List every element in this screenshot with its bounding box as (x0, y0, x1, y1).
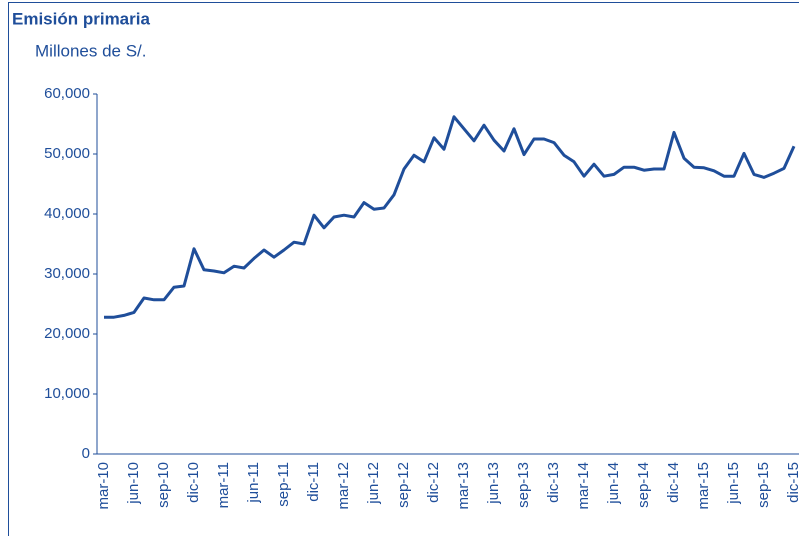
x-tick-label: jun-12 (365, 462, 382, 505)
y-tick-label: 30,000 (44, 265, 90, 282)
x-tick-label: sep-14 (635, 462, 652, 508)
x-tick-label: sep-15 (755, 462, 772, 508)
chart-title: Emisión primaria (12, 9, 150, 28)
x-tick-label: sep-13 (515, 462, 532, 508)
y-tick-label: 0 (82, 445, 90, 462)
x-tick-label: dic-13 (545, 462, 562, 503)
x-tick-label: mar-11 (215, 462, 232, 508)
y-tick-label: 40,000 (44, 205, 90, 222)
x-tick-label: sep-12 (395, 462, 412, 508)
x-tick-label: sep-10 (155, 462, 172, 508)
y-tick-label: 20,000 (44, 325, 90, 342)
x-tick-label: jun-15 (725, 462, 742, 505)
y-tick-label: 10,000 (44, 385, 90, 402)
x-tick-label: jun-13 (485, 462, 502, 505)
x-tick-label: mar-15 (695, 462, 712, 510)
frame (8, 2, 799, 536)
x-tick-label: mar-12 (335, 462, 352, 510)
x-tick-label: mar-14 (575, 462, 592, 510)
x-tick-label: dic-10 (185, 462, 202, 503)
x-tick-label: jun-14 (605, 462, 622, 505)
x-tick-label: dic-15 (785, 462, 799, 503)
x-tick-label: dic-11 (305, 462, 322, 502)
x-tick-label: dic-12 (425, 462, 442, 503)
y-tick-label: 50,000 (44, 145, 90, 162)
x-tick-label: jun-11 (245, 462, 262, 504)
x-tick-label: mar-13 (455, 462, 472, 510)
x-tick-label: mar-10 (95, 462, 112, 510)
line-series (104, 115, 796, 319)
x-tick-label: dic-14 (665, 462, 682, 503)
x-tick-label: jun-10 (125, 462, 142, 505)
y-tick-label: 60,000 (44, 85, 90, 102)
chart-subtitle: Millones de S/. (35, 41, 147, 60)
x-tick-label: sep-11 (275, 462, 292, 507)
